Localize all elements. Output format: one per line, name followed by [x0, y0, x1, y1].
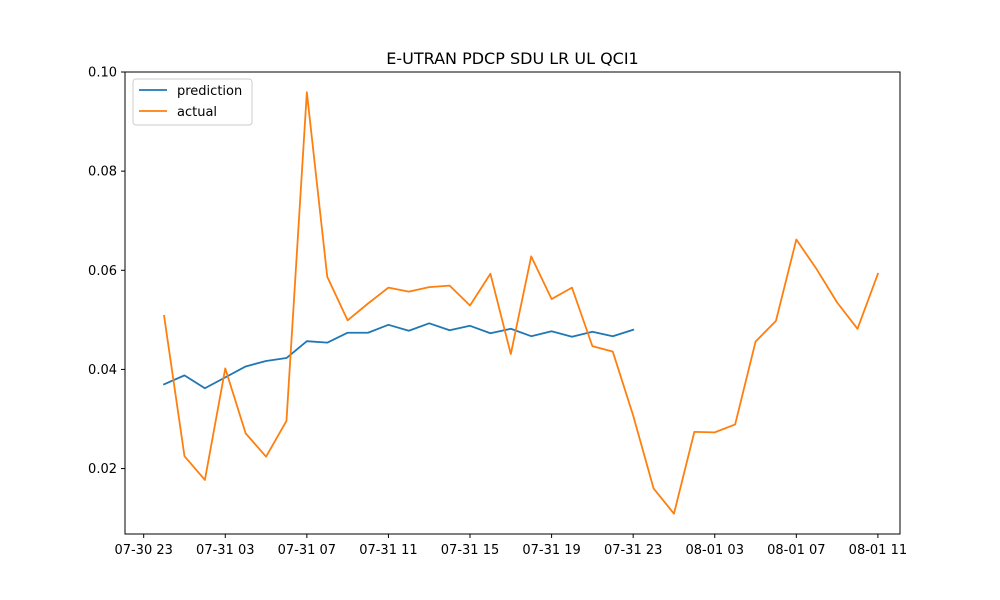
- y-axis: 0.02 0.04 0.06 0.08 0.10: [88, 66, 125, 477]
- x-axis: 07-30 23 07-31 03 07-31 07 07-31 11 07-31 15…: [114, 534, 907, 558]
- y-tick-label: 0.02: [88, 462, 117, 477]
- x-tick-label: 07-31 23: [604, 543, 662, 558]
- y-tick-label: 0.04: [88, 363, 117, 378]
- x-tick-label: 07-31 19: [522, 543, 580, 558]
- x-tick-label: 07-31 11: [359, 543, 417, 558]
- plot-frame: [124, 71, 901, 535]
- legend: prediction actual: [132, 78, 253, 126]
- x-tick-label: 07-30 23: [114, 543, 172, 558]
- x-tick-label: 08-01 03: [686, 543, 744, 558]
- series-line-prediction: [162, 322, 635, 390]
- series-line-actual: [163, 91, 880, 515]
- plot-series: [162, 91, 880, 515]
- x-tick-label: 07-31 15: [441, 543, 499, 558]
- legend-label-prediction: prediction: [177, 84, 242, 99]
- x-tick-label: 08-01 11: [849, 543, 907, 558]
- x-tick-label: 07-31 03: [196, 543, 254, 558]
- y-tick-label: 0.08: [88, 165, 117, 180]
- y-tick-label: 0.10: [88, 66, 117, 81]
- chart-title: E-UTRAN PDCP SDU LR UL QCI1: [386, 49, 638, 68]
- y-tick-label: 0.06: [88, 264, 117, 279]
- legend-label-actual: actual: [177, 105, 217, 120]
- x-tick-label: 08-01 07: [767, 543, 825, 558]
- x-tick-label: 07-31 07: [278, 543, 336, 558]
